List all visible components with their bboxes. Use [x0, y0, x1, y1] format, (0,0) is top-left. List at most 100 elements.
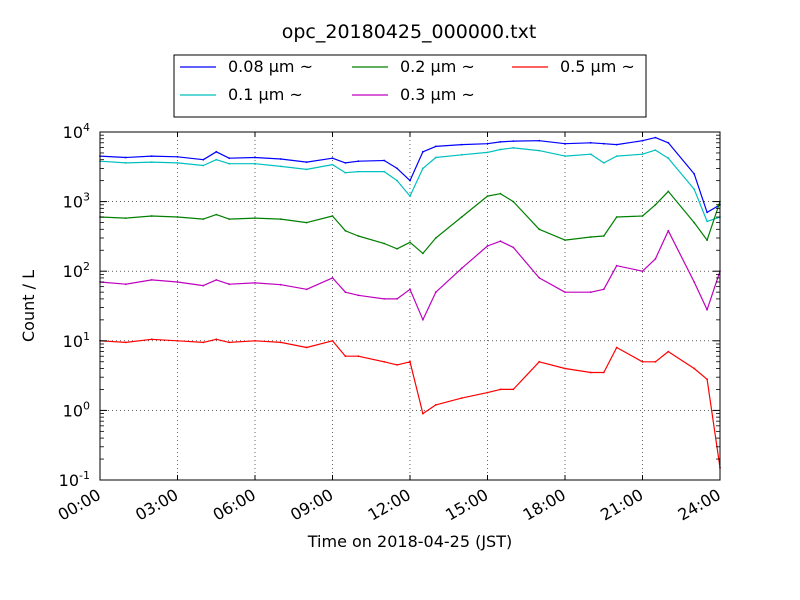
series-point-2	[409, 241, 411, 244]
series-point-1	[654, 149, 657, 152]
chart-title: opc_20180425_000000.txt	[282, 21, 537, 43]
series-point-2	[589, 236, 592, 238]
series-point-3	[602, 288, 605, 291]
series-point-0	[331, 157, 334, 160]
series-point-3	[124, 283, 127, 286]
series-point-0	[693, 173, 696, 175]
series-point-0	[228, 157, 231, 160]
series-point-3	[409, 288, 411, 291]
series-point-1	[434, 156, 437, 159]
series-point-1	[641, 153, 644, 156]
series-point-2	[512, 200, 515, 203]
series-point-3	[254, 282, 256, 284]
y-tick-label: 10-1	[59, 469, 90, 490]
legend-label: 0.1 μm ~	[228, 85, 303, 104]
series-point-2	[422, 252, 424, 255]
series-point-3	[667, 229, 670, 232]
x-tick-label: 24:00	[675, 485, 724, 525]
series-point-3	[422, 318, 424, 321]
series-point-3	[215, 279, 218, 281]
x-tick-label: 12:00	[365, 485, 414, 525]
series-point-0	[124, 156, 127, 159]
series-point-0	[383, 159, 386, 162]
series-point-1	[538, 149, 541, 152]
series-point-2	[124, 217, 127, 220]
series-point-1	[422, 167, 424, 170]
series-point-0	[357, 160, 360, 163]
series-point-0	[305, 161, 308, 164]
series-point-1	[589, 153, 592, 156]
series-point-0	[641, 139, 644, 142]
series-point-2	[331, 215, 334, 217]
series-point-3	[279, 283, 282, 286]
series-point-4	[396, 364, 398, 366]
series-point-1	[150, 161, 153, 164]
series-point-1	[228, 162, 231, 165]
series-point-1	[305, 168, 308, 171]
series-point-0	[344, 162, 347, 164]
series-point-3	[460, 267, 463, 270]
series-point-2	[615, 216, 618, 218]
series-point-4	[279, 341, 282, 344]
grid-lines	[100, 132, 720, 480]
series-point-3	[538, 277, 541, 279]
series-point-3	[228, 283, 231, 286]
series-point-2	[279, 218, 282, 221]
series-point-4	[641, 360, 644, 363]
series-point-4	[176, 339, 179, 342]
series-point-2	[383, 242, 386, 245]
series-point-4	[615, 346, 618, 349]
series-point-0	[176, 155, 179, 158]
series-point-1	[706, 220, 708, 223]
series-point-0	[667, 141, 670, 144]
series-point-4	[383, 360, 386, 363]
series-point-1	[667, 157, 670, 160]
y-tick-label: 103	[63, 191, 90, 212]
series-point-1	[499, 148, 502, 151]
y-axis-label: Count / L	[19, 270, 38, 342]
series-point-4	[202, 341, 205, 344]
series-point-0	[564, 142, 566, 145]
series-point-1	[357, 170, 360, 173]
series-point-3	[654, 258, 657, 260]
series-point-1	[460, 153, 463, 156]
series-point-3	[383, 298, 386, 300]
legend-box	[173, 54, 647, 118]
y-tick-label: 102	[63, 260, 90, 281]
legend-label: 0.3 μm ~	[400, 85, 475, 104]
series-point-2	[499, 192, 502, 195]
series-point-2	[228, 218, 231, 221]
x-tick-label: 06:00	[210, 485, 259, 525]
series-point-0	[538, 139, 541, 142]
series-point-0	[602, 142, 605, 145]
series-point-1	[254, 162, 256, 165]
series-point-0	[499, 141, 502, 143]
series-point-1	[409, 195, 411, 198]
series-point-1	[331, 163, 334, 166]
x-tick-label: 00:00	[55, 485, 104, 525]
series-point-0	[150, 155, 153, 158]
series-point-2	[538, 228, 541, 231]
x-tick-label: 18:00	[520, 485, 569, 525]
series-point-3	[615, 264, 618, 267]
legend-label: 0.5 μm ~	[560, 57, 635, 76]
x-tick-label: 15:00	[442, 485, 491, 525]
series-point-4	[344, 355, 347, 358]
series-point-4	[434, 404, 437, 406]
series-point-4	[228, 341, 231, 344]
series-point-2	[344, 229, 347, 232]
series-point-2	[693, 221, 696, 224]
series-point-0	[654, 136, 657, 139]
series-point-4	[409, 360, 411, 363]
series-point-4	[602, 371, 605, 374]
series-point-3	[693, 281, 696, 283]
series-point-4	[564, 367, 566, 370]
series-point-0	[512, 140, 515, 143]
series-point-0	[422, 150, 424, 153]
x-tick-label: 09:00	[287, 485, 336, 525]
x-tick-labels: 00:00 03:00 06:00 09:00 12:00 15:00 18:00 21:00…	[55, 485, 724, 525]
series-point-2	[305, 221, 308, 224]
series-point-3	[434, 291, 437, 294]
legend: 0.08 μm ~ 0.1 μm ~ 0.2 μm ~ 0.3 μm ~ 0.5 μm …	[173, 54, 647, 118]
series-point-0	[615, 143, 618, 146]
